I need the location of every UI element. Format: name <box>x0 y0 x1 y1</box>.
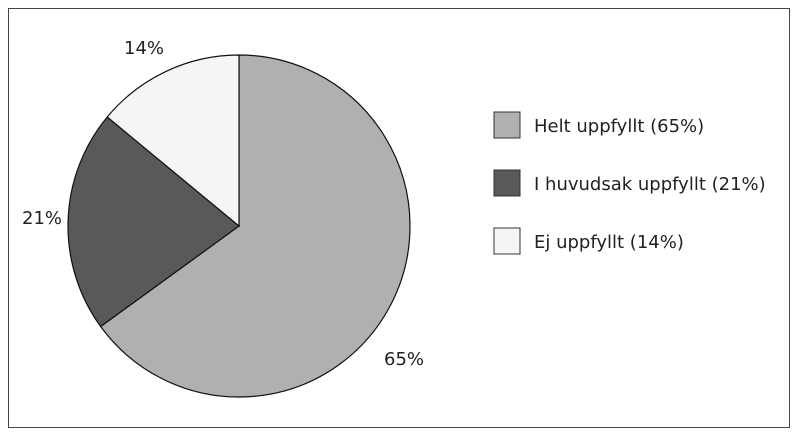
slice-label-ej: 14% <box>124 38 164 59</box>
legend-swatch-helt <box>493 111 521 139</box>
pie-slices <box>67 54 411 398</box>
legend-label-ej: Ej uppfyllt (14%) <box>534 232 684 253</box>
slice-label-helt: 65% <box>384 349 424 370</box>
pie-labels: 65% 21% 14% <box>22 38 424 370</box>
legend-label-helt: Helt uppfyllt (65%) <box>534 116 704 137</box>
legend-swatch-i-huvudsak <box>493 169 521 197</box>
slice-label-i-huvudsak: 21% <box>22 208 62 229</box>
legend: Helt uppfyllt (65%) I huvudsak uppfyllt … <box>493 111 766 255</box>
legend-swatch-ej <box>493 227 521 255</box>
pie-slice-i-huvudsak <box>67 116 240 328</box>
pie-slice-helt <box>99 54 411 398</box>
legend-label-i-huvudsak: I huvudsak uppfyllt (21%) <box>534 174 766 195</box>
pie-slice-ej <box>106 54 240 228</box>
